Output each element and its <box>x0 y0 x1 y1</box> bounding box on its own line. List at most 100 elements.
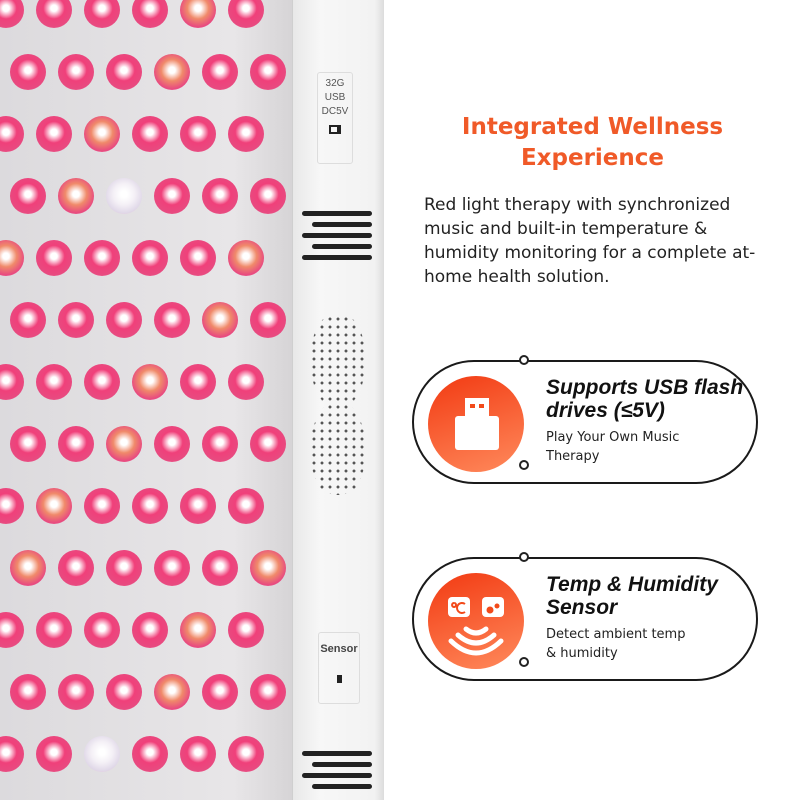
usb-slot-icon <box>329 125 341 134</box>
usb-text: USB <box>324 92 346 103</box>
headline: Integrated Wellness Experience <box>461 114 724 171</box>
led-bulb <box>84 116 120 152</box>
led-bulb <box>36 736 72 772</box>
led-bulb <box>228 612 264 648</box>
led-bulb <box>202 550 238 586</box>
led-bulb <box>228 736 264 772</box>
led-bulb <box>0 116 24 152</box>
led-bulb <box>228 0 264 28</box>
led-bulb <box>106 178 142 214</box>
led-bulb <box>154 426 190 462</box>
led-bulb <box>202 178 238 214</box>
led-bulb <box>154 674 190 710</box>
led-bulb <box>202 674 238 710</box>
led-bulb <box>132 488 168 524</box>
led-bulb <box>10 674 46 710</box>
led-bulb <box>0 736 24 772</box>
led-bulb <box>250 302 286 338</box>
led-bulb <box>154 54 190 90</box>
led-bulb <box>250 178 286 214</box>
feature-title: Temp & Humidity Sensor <box>546 573 718 619</box>
led-bulb <box>36 488 72 524</box>
led-bulb <box>228 364 264 400</box>
sensor-window: Sensor <box>318 632 360 704</box>
sensor-hole-icon <box>336 675 342 683</box>
vent-icon <box>302 205 372 266</box>
led-bulb <box>58 550 94 586</box>
led-bulb <box>0 0 24 28</box>
led-bulb <box>132 240 168 276</box>
feature-subtitle: Play Your Own Music Therapy <box>546 430 680 464</box>
led-bulb <box>132 364 168 400</box>
usb-capacity-text: 32G <box>325 78 345 89</box>
led-bulb <box>0 364 24 400</box>
led-bulb <box>36 116 72 152</box>
led-bulb <box>58 426 94 462</box>
led-bulb <box>180 736 216 772</box>
led-bulb <box>36 612 72 648</box>
usb-drive-icon <box>428 376 524 472</box>
led-bulb <box>180 116 216 152</box>
led-bulb <box>228 116 264 152</box>
led-bulb <box>154 550 190 586</box>
led-bulb <box>202 302 238 338</box>
speaker-grille <box>310 315 366 495</box>
temp-humidity-sensor-icon <box>428 573 524 669</box>
led-bulb <box>36 240 72 276</box>
led-bulb <box>250 674 286 710</box>
led-bulb <box>106 54 142 90</box>
led-bulb <box>180 0 216 28</box>
led-bulb <box>10 426 46 462</box>
feature-card-usb: Supports USB flash drives (≤5V) Play You… <box>412 355 758 484</box>
led-bulb <box>180 240 216 276</box>
led-bulb <box>132 116 168 152</box>
led-bulb <box>250 54 286 90</box>
led-bulb <box>84 488 120 524</box>
led-bulb <box>132 736 168 772</box>
vent-icon <box>302 745 372 795</box>
led-bulb <box>180 364 216 400</box>
led-bulb <box>84 364 120 400</box>
led-bulb <box>106 674 142 710</box>
led-bulb <box>0 488 24 524</box>
led-bulb <box>0 240 24 276</box>
led-bulb <box>36 0 72 28</box>
led-bulb <box>58 54 94 90</box>
led-bulb <box>10 302 46 338</box>
led-bulb <box>228 240 264 276</box>
led-panel <box>0 0 292 800</box>
led-bulb <box>202 426 238 462</box>
led-bulb <box>250 426 286 462</box>
led-bulb <box>250 550 286 586</box>
led-bulb <box>58 674 94 710</box>
led-bulb <box>132 612 168 648</box>
led-bulb <box>202 54 238 90</box>
led-bulb <box>58 178 94 214</box>
led-bulb <box>10 550 46 586</box>
feature-card-sensor: Temp & Humidity Sensor Detect ambient te… <box>412 552 758 681</box>
feature-title: Supports USB flash drives (≤5V) <box>546 376 744 422</box>
led-bulb <box>106 302 142 338</box>
led-bulb <box>84 736 120 772</box>
usb-voltage-text: DC5V <box>321 106 349 117</box>
led-bulb <box>36 364 72 400</box>
led-bulb <box>58 302 94 338</box>
led-bulb <box>154 178 190 214</box>
led-bulb <box>0 612 24 648</box>
led-bulb <box>106 550 142 586</box>
usb-port-label: 32G USB DC5V <box>317 72 353 164</box>
led-bulb <box>10 178 46 214</box>
led-bulb <box>132 0 168 28</box>
led-bulb <box>106 426 142 462</box>
description: Red light therapy with synchronized musi… <box>424 195 756 287</box>
led-bulb <box>84 612 120 648</box>
led-bulb <box>10 54 46 90</box>
led-bulb <box>84 0 120 28</box>
feature-subtitle: Detect ambient temp & humidity <box>546 627 686 661</box>
sensor-label: Sensor <box>320 643 358 655</box>
led-bulb <box>154 302 190 338</box>
led-bulb <box>228 488 264 524</box>
led-bulb <box>180 612 216 648</box>
led-bulb <box>84 240 120 276</box>
led-bulb <box>180 488 216 524</box>
